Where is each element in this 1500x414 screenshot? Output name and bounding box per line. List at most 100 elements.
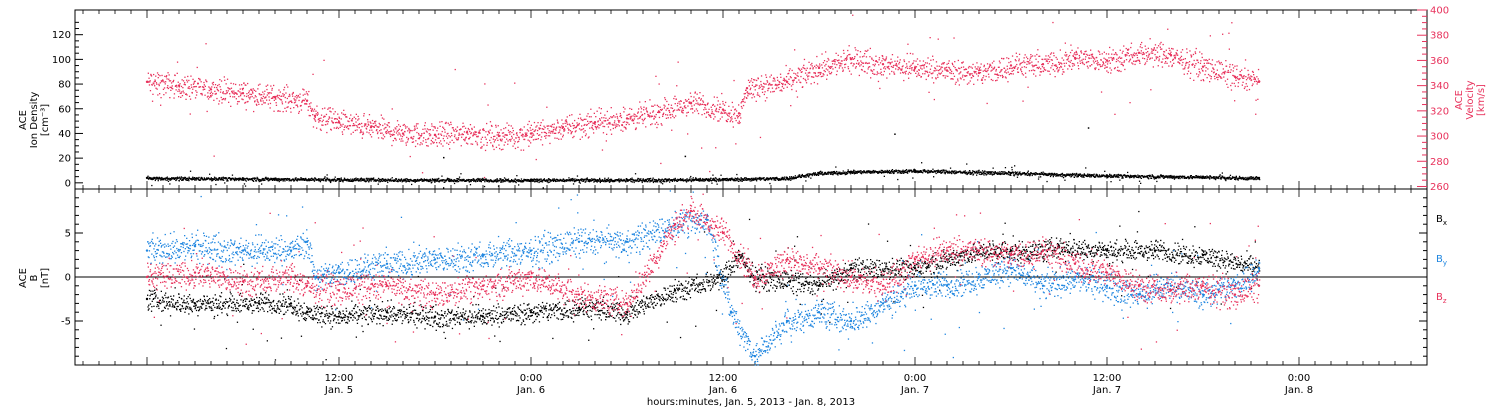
top-outlier-point: [894, 133, 896, 135]
bottom-data-point: [306, 241, 308, 243]
top-data-point: [498, 135, 500, 137]
top-outlier-point: [443, 157, 445, 159]
top-left-tick-label: 40: [58, 129, 71, 140]
top-data-point: [946, 69, 948, 71]
bottom-data-point: [1202, 285, 1204, 287]
bottom-data-point: [978, 276, 980, 278]
bottom-data-point: [482, 285, 484, 287]
bottom-data-point: [1042, 249, 1044, 251]
bottom-data-point: [194, 302, 196, 304]
top-data-point: [786, 81, 788, 83]
top-data-point: [1042, 63, 1044, 65]
bottom-data-point: [914, 258, 916, 260]
top-right-tick-label: 340: [1430, 81, 1449, 92]
bottom-data-point: [1138, 293, 1140, 295]
bottom-data-point: [674, 289, 676, 291]
bottom-data-point: [306, 311, 308, 313]
bottom-data-point: [850, 320, 852, 322]
top-data-point: [978, 72, 980, 74]
top-data-point: [1258, 177, 1260, 179]
bottom-data-point: [338, 289, 340, 291]
bottom-data-point: [706, 219, 708, 221]
top-data-point: [146, 177, 148, 179]
top-right-tick-label: 400: [1430, 6, 1449, 17]
bottom-data-point: [850, 267, 852, 269]
top-data-point: [530, 179, 532, 181]
top-data-point: [658, 111, 660, 113]
top-data-point: [722, 178, 724, 180]
top-right-tick-label: 360: [1430, 56, 1449, 67]
bottom-data-point: [242, 280, 244, 282]
bottom-data-point: [434, 315, 436, 317]
top-right-tick-label: 260: [1430, 182, 1449, 193]
bottom-data-point: [386, 263, 388, 265]
bottom-data-point: [1106, 249, 1108, 251]
top-right-tick-label: 320: [1430, 106, 1449, 117]
top-data-point: [466, 131, 468, 133]
top-data-point: [1074, 57, 1076, 59]
x-tick-label-time: 12:00: [709, 373, 738, 384]
top-data-point: [306, 100, 308, 102]
x-tick-label-time: 12:00: [325, 373, 354, 384]
top-left-tick-label: 0: [65, 178, 71, 189]
top-left-tick-label: 60: [58, 104, 71, 115]
bottom-data-point: [338, 315, 340, 317]
bottom-data-point: [1074, 276, 1076, 278]
bottom-data-point: [1042, 285, 1044, 287]
bottom-data-point: [674, 223, 676, 225]
top-data-point: [338, 178, 340, 180]
top-data-point: [1202, 66, 1204, 68]
bottom-data-point: [530, 311, 532, 313]
bottom-data-point: [1258, 267, 1260, 269]
top-data-point: [274, 96, 276, 98]
bottom-data-point: [146, 298, 148, 300]
bottom-tick-label: -5: [61, 317, 71, 328]
bottom-data-point: [1010, 254, 1012, 256]
top-data-point: [434, 134, 436, 136]
top-data-point: [1138, 52, 1140, 54]
bottom-data-point: [386, 285, 388, 287]
bottom-data-point: [786, 320, 788, 322]
top-data-point: [1202, 175, 1204, 177]
top-data-point: [242, 177, 244, 179]
bottom-data-point: [1074, 263, 1076, 265]
x-tick-label-date: Jan. 7: [1092, 385, 1121, 396]
top-left-tick-label: 20: [58, 154, 71, 165]
bottom-data-point: [946, 249, 948, 251]
bottom-data-point: [578, 293, 580, 295]
bottom-data-point: [626, 302, 628, 304]
bottom-tick-label: 5: [65, 229, 71, 240]
bottom-data-point: [386, 311, 388, 313]
bottom-data-point: [818, 267, 820, 269]
bottom-data-point: [818, 285, 820, 287]
bottom-data-point: [290, 302, 292, 304]
bottom-data-point: [722, 232, 724, 234]
bottom-data-point: [1170, 289, 1172, 291]
top-data-point: [626, 117, 628, 119]
top-data-point: [818, 67, 820, 69]
top-data-point: [1258, 81, 1260, 83]
top-outlier-point: [685, 156, 687, 158]
bottom-data-point: [1106, 285, 1108, 287]
bottom-data-point: [482, 254, 484, 256]
top-data-point: [690, 102, 692, 104]
bottom-data-point: [914, 285, 916, 287]
bottom-data-point: [242, 249, 244, 251]
bottom-data-point: [290, 276, 292, 278]
x-tick-label-time: 12:00: [1093, 373, 1122, 384]
top-right-tick-label: 380: [1430, 31, 1449, 42]
bottom-data-point: [882, 302, 884, 304]
top-data-point: [434, 179, 436, 181]
bottom-data-point: [530, 276, 532, 278]
top-data-point: [1106, 174, 1108, 176]
top-data-point: [722, 108, 724, 110]
bottom-data-point: [818, 311, 820, 313]
bottom-data-point: [626, 241, 628, 243]
bottom-data-point: [482, 315, 484, 317]
top-data-point: [594, 121, 596, 123]
top-data-point: [370, 126, 372, 128]
top-left-tick-label: 80: [58, 80, 71, 91]
